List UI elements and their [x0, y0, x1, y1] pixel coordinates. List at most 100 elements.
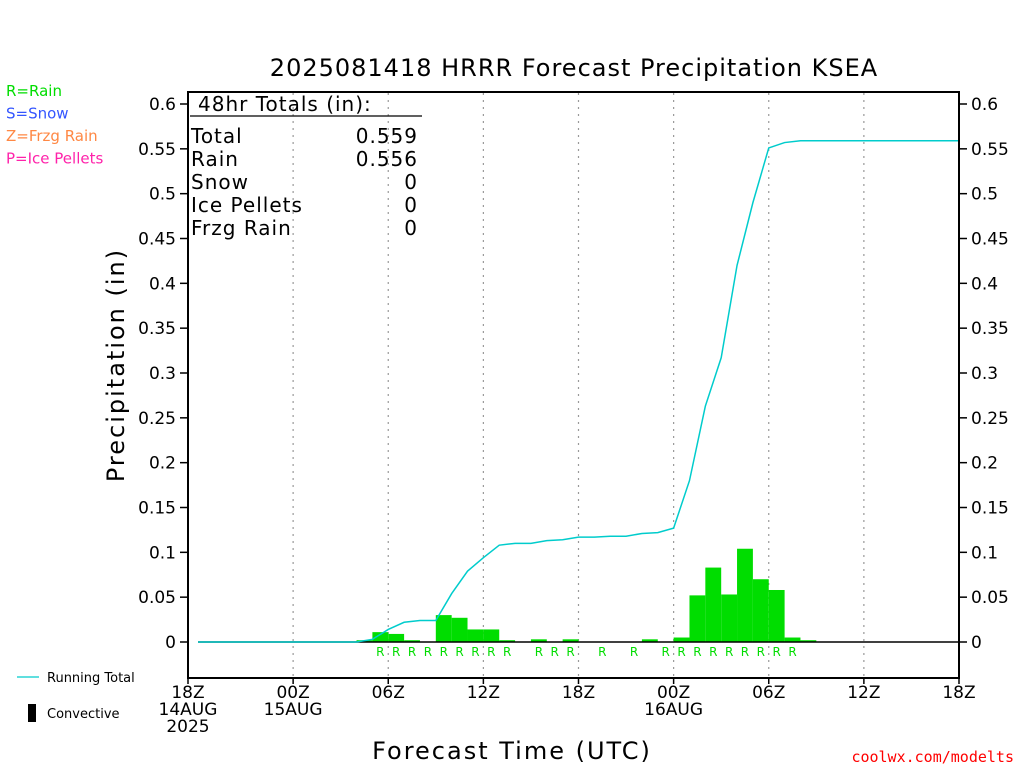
precip-type-marker: R [598, 645, 606, 659]
y-tick-label: 0.55 [138, 140, 176, 160]
type-legend-item: R=Rain [6, 82, 62, 100]
x-tick-label: 18Z [562, 683, 595, 703]
precip-type-marker: R [741, 645, 749, 659]
totals-row-label: Total [190, 124, 243, 148]
precip-type-marker: R [376, 645, 384, 659]
convective-bar [800, 640, 817, 642]
y-tick-label-right: 0.05 [971, 588, 1009, 608]
y-tick-label: 0.3 [149, 364, 176, 384]
convective-legend-label: Convective [47, 707, 120, 722]
y-tick-label: 0.35 [138, 319, 176, 339]
x-tick-label: 12Z [847, 683, 880, 703]
precip-type-marker: R [788, 645, 796, 659]
y-tick-label-right: 0.5 [971, 185, 998, 205]
precip-type-marker: R [471, 645, 479, 659]
precip-type-marker: R [757, 645, 765, 659]
convective-bar [721, 594, 738, 642]
precip-type-marker: R [773, 645, 781, 659]
convective-legend-swatch [28, 704, 36, 722]
precip-type-marker: R [630, 645, 638, 659]
chart-title: 2025081418 HRRR Forecast Precipitation K… [270, 54, 878, 82]
precip-type-marker: R [709, 645, 717, 659]
precip-type-marker: R [662, 645, 670, 659]
x-tick-label: 14AUG [159, 700, 218, 720]
x-tick-label: 06Z [752, 683, 785, 703]
y-tick-label: 0.05 [138, 588, 176, 608]
convective-bar [530, 639, 547, 642]
totals-header: 48hr Totals (in): [198, 92, 372, 116]
convective-bar [737, 548, 753, 642]
y-tick-label: 0.2 [149, 454, 176, 474]
x-tick-label: 2025 [166, 717, 209, 737]
precip-type-marker: R [392, 645, 400, 659]
precip-type-marker: R [503, 645, 511, 659]
totals-row-label: Snow [191, 170, 249, 194]
convective-bar [562, 639, 579, 642]
totals-row-label: Frzg Rain [191, 216, 292, 240]
convective-bar [404, 640, 420, 642]
y-tick-label-right: 0.2 [971, 454, 998, 474]
x-tick-label: 16AUG [644, 700, 703, 720]
x-tick-label: 12Z [467, 683, 500, 703]
x-tick-label: 15AUG [264, 700, 323, 720]
y-tick-label-right: 0.35 [971, 319, 1009, 339]
convective-bar [705, 567, 722, 642]
y-tick-label: 0.4 [149, 274, 176, 294]
convective-bar [768, 589, 785, 642]
x-tick-label: 00Z [276, 683, 309, 703]
precip-type-marker: R [725, 645, 733, 659]
convective-bars [356, 548, 817, 642]
y-tick-label: 0.25 [138, 409, 176, 429]
totals-box: 48hr Totals (in): Total 0.559 Rain 0.556 Sno… [190, 92, 422, 240]
precip-type-marker: R [677, 645, 685, 659]
precip-type-legend: R=Rain S=Snow Z=Frzg Rain P=Ice Pellets [6, 82, 103, 168]
convective-bar [499, 640, 516, 642]
convective-bar [483, 629, 500, 642]
convective-bar [641, 639, 658, 642]
series-legend: Running Total Convective [17, 671, 135, 722]
precip-type-marker: R [408, 645, 416, 659]
y-tick-label-right: 0.55 [971, 140, 1009, 160]
convective-bar [435, 615, 452, 642]
y-tick-label-right: 0 [971, 633, 982, 653]
y-tick-label: 0.15 [138, 499, 176, 519]
type-legend-item: Z=Frzg Rain [6, 127, 98, 145]
precip-type-marker: R [551, 645, 559, 659]
precip-type-marker: R [487, 645, 495, 659]
convective-bar [467, 629, 484, 642]
y-tick-label-right: 0.4 [971, 274, 998, 294]
totals-row-label: Ice Pellets [191, 193, 303, 217]
x-tick-label: 00Z [657, 683, 690, 703]
totals-row-label: Rain [191, 147, 239, 171]
totals-row-value: 0.556 [356, 147, 418, 171]
convective-bar [388, 633, 405, 642]
y-axis-ticks: 0 00.05 0.050.1 0.10.15 0.150.2 0.20.25 0.250.… [138, 95, 1009, 653]
y-tick-label: 0 [165, 633, 176, 653]
precip-type-marker: R [693, 645, 701, 659]
running-total-line [198, 140, 959, 643]
y-tick-label-right: 0.45 [971, 230, 1009, 250]
convective-bar [372, 632, 389, 642]
precip-type-marker: R [424, 645, 432, 659]
y-tick-label: 0.1 [149, 543, 176, 563]
y-tick-label: 0.5 [149, 185, 176, 205]
y-axis-label: Precipitation (in) [102, 248, 130, 482]
totals-row-value: 0.559 [356, 124, 418, 148]
y-tick-label-right: 0.3 [971, 364, 998, 384]
totals-row-value: 0 [404, 216, 418, 240]
y-tick-label: 0.45 [138, 230, 176, 250]
y-tick-label: 0.6 [149, 95, 176, 115]
x-tick-label: 18Z [942, 683, 975, 703]
convective-bar [689, 595, 706, 642]
convective-bar [752, 579, 769, 642]
y-tick-label-right: 0.6 [971, 95, 998, 115]
precip-type-marker: R [440, 645, 448, 659]
precip-type-marker: R [535, 645, 543, 659]
x-axis-label: Forecast Time (UTC) [372, 737, 652, 765]
running-total-line-group [198, 140, 959, 643]
y-tick-label-right: 0.1 [971, 543, 998, 563]
precip-type-marker: R [566, 645, 574, 659]
credit-text: coolwx.com/modelts [851, 748, 1014, 766]
